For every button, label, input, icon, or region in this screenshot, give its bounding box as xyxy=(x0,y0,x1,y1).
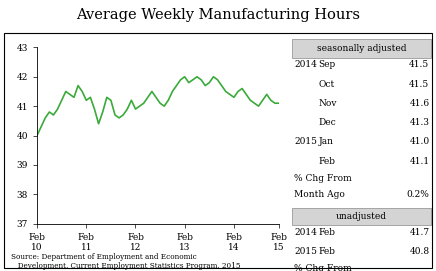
Text: Average Weekly Manufacturing Hours: Average Weekly Manufacturing Hours xyxy=(76,8,360,22)
Text: Jan: Jan xyxy=(318,137,333,146)
Text: Feb: Feb xyxy=(318,228,335,237)
Text: Nov: Nov xyxy=(318,99,337,108)
Text: 40.8: 40.8 xyxy=(409,247,429,256)
Text: 41.6: 41.6 xyxy=(409,99,429,108)
Text: % Chg From: % Chg From xyxy=(294,174,352,183)
Text: Sep: Sep xyxy=(318,60,336,69)
Text: seasonally adjusted: seasonally adjusted xyxy=(317,44,406,53)
Text: 41.5: 41.5 xyxy=(409,60,429,69)
Text: 2014: 2014 xyxy=(294,60,317,69)
Text: 41.5: 41.5 xyxy=(409,80,429,89)
Text: 2015: 2015 xyxy=(294,137,317,146)
Text: 41.1: 41.1 xyxy=(409,157,429,166)
Text: Source: Department of Employment and Economic
   Development, Current Employment: Source: Department of Employment and Eco… xyxy=(11,253,240,270)
Text: 2015: 2015 xyxy=(294,247,317,256)
Text: unadjusted: unadjusted xyxy=(336,212,387,221)
Text: Feb: Feb xyxy=(318,247,335,256)
Text: 41.7: 41.7 xyxy=(409,228,429,237)
Text: Oct: Oct xyxy=(318,80,334,89)
Text: Month Ago: Month Ago xyxy=(294,190,345,199)
Text: 0.2%: 0.2% xyxy=(407,190,429,199)
Text: 41.3: 41.3 xyxy=(409,118,429,127)
Text: Feb: Feb xyxy=(318,157,335,166)
Text: 2014: 2014 xyxy=(294,228,317,237)
Text: % Chg From: % Chg From xyxy=(294,264,352,271)
Text: Dec: Dec xyxy=(318,118,336,127)
Text: 41.0: 41.0 xyxy=(409,137,429,146)
